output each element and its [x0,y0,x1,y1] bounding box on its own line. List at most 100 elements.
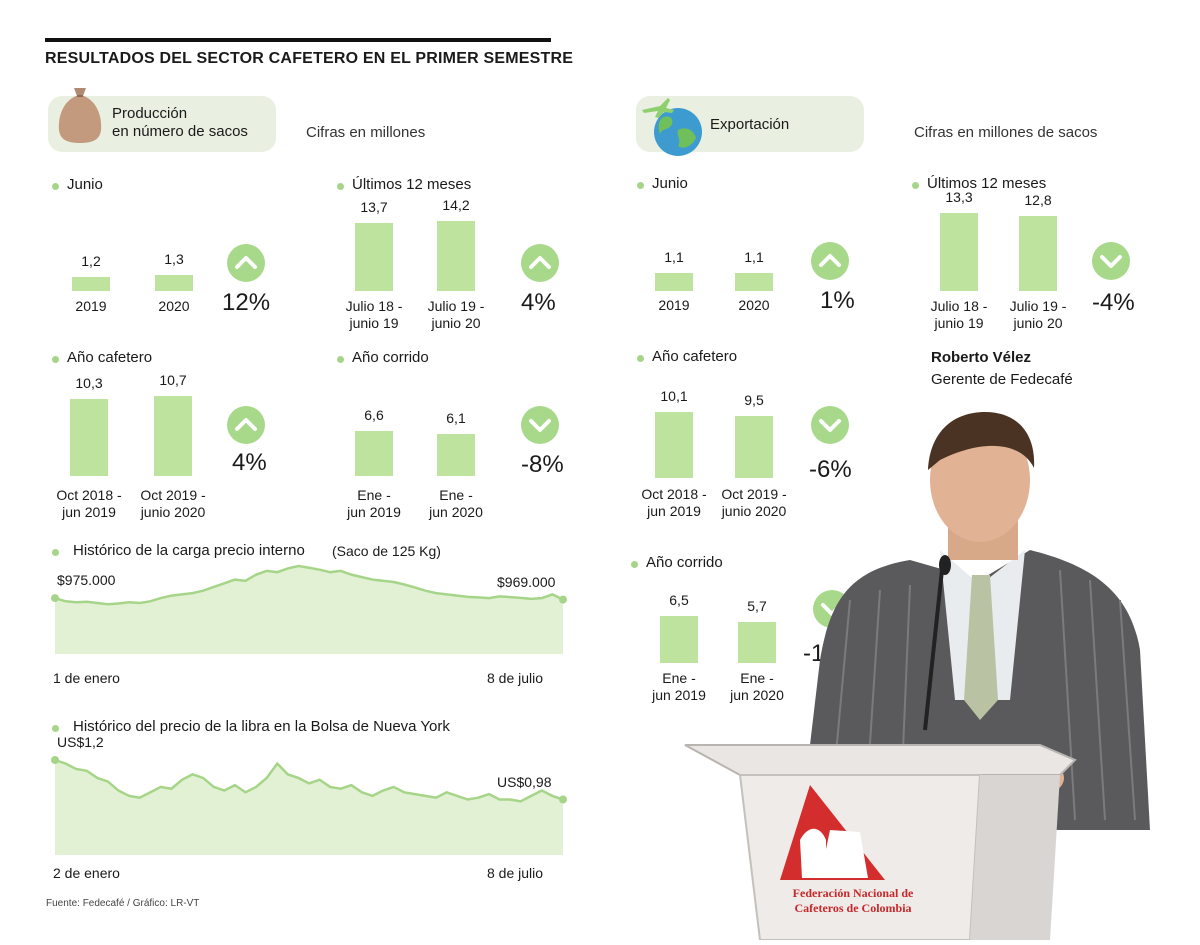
change-percent: 12% [222,289,271,316]
produccion-header-line1: Producción [112,105,188,122]
bar-value-label: 12,8 [1024,191,1052,208]
podium-logo-line2: Cafeteros de Colombia [794,901,912,915]
chevron-down-icon [521,406,559,444]
panel-title: Junio [67,176,103,193]
series-line [54,564,564,606]
panel-title: Junio [652,175,688,192]
change-percent: -8% [521,451,564,478]
chevron-up-icon [227,406,265,444]
change-percent: 4% [232,449,267,476]
x-end-label: 8 de julio [487,865,544,881]
bar [72,276,110,291]
change-percent: 4% [521,289,556,316]
end-point [559,595,567,604]
bar-value-label: 9,5 [744,391,764,408]
bar [1019,215,1057,291]
bar-value-label: 1,1 [744,249,764,265]
bar [735,415,773,478]
panel-title: Año corrido [352,349,429,366]
category-label: 2019 [75,298,107,314]
bar [355,431,393,476]
category-label: Julio 18 - junio 19 [930,298,988,331]
bar [655,273,693,291]
produccion-header-line2: en número de sacos [112,123,248,140]
change-percent: -6% [809,456,852,483]
start-value-label: $975.000 [57,572,116,589]
area-chart-title: Histórico del precio de la libra en la B… [73,718,450,735]
bullet-dot [631,561,638,568]
chevron-up-icon [227,244,265,282]
bar [655,412,693,478]
bar-value-label: 14,2 [442,197,470,213]
produccion-note: Cifras en millones [306,124,426,141]
bar [155,275,193,291]
bar-value-label: 10,7 [159,372,187,388]
chevron-up-icon [521,244,559,282]
bar-value-label: 13,3 [945,189,973,205]
change-percent: -4% [1092,289,1135,316]
bar-value-label: 6,6 [364,407,384,423]
category-label: Oct 2018 - jun 2019 [56,487,122,520]
chevron-up-icon [811,242,849,280]
category-label: 2020 [738,297,770,313]
speaker-photo [680,400,1160,941]
bullet-dot [337,356,344,363]
x-end-label: 8 de julio [487,670,544,686]
bar [660,616,698,663]
category-label: 2020 [158,298,190,314]
x-start-label: 1 de enero [53,670,120,686]
area-fill [55,760,563,855]
category-label: Julio 18 - junio 19 [345,298,403,331]
category-label: Ene - jun 2020 [730,670,784,703]
exportacion-header-text: Exportación [710,116,790,133]
exportacion-note: Cifras en millones de sacos [914,124,1098,141]
chevron-down-icon [811,406,849,444]
bullet-dot [52,356,59,363]
start-point [51,594,59,603]
x-start-label: 2 de enero [53,865,120,881]
bullet-dot [52,549,59,556]
category-label: Oct 2018 - jun 2019 [641,486,707,519]
podium-logo-line1: Federación Nacional de [792,886,914,900]
bullet-dot [912,182,919,189]
end-value-label: $969.000 [497,573,556,590]
title-rule [45,38,551,42]
bar-value-label: 10,3 [75,374,103,391]
category-label: Julio 19 - junio 20 [1009,298,1067,331]
area-chart-subtitle: (Saco de 125 Kg) [332,543,441,559]
panel-title: Año cafetero [67,349,153,366]
bar [735,273,773,291]
chevron-down-icon [1092,242,1130,280]
bar [154,396,192,476]
coffee-sack-icon [56,86,104,144]
area-chart-title: Histórico de la carga precio interno [73,542,305,559]
category-label: Julio 19 - junio 20 [427,298,485,331]
person-name: Roberto Vélez [931,349,1032,366]
bar-value-label: 1,1 [664,249,684,265]
category-label: Oct 2019 - junio 2020 [721,486,787,519]
category-label: Ene - jun 2019 [347,487,401,520]
start-point [51,756,59,764]
globe-airplane-icon [638,96,704,158]
end-point [559,795,567,804]
bullet-dot [637,182,644,189]
bar [437,221,475,291]
bar-value-label: 1,2 [81,252,101,269]
bullet-dot [52,725,59,732]
bar [738,621,776,663]
panel-title: Año cafetero [652,348,738,365]
area-fill [55,566,563,654]
person-role: Gerente de Fedecafé [931,371,1073,388]
category-label: Ene - jun 2020 [429,487,483,520]
bar-value-label: 6,5 [669,592,689,608]
bar [355,223,393,291]
bullet-dot [337,183,344,190]
start-value-label: US$1,2 [57,734,104,750]
series-line [54,758,564,803]
bar-value-label: 10,1 [660,388,688,404]
bar [437,434,475,476]
area-chart-svg [51,756,567,855]
category-label: 2019 [658,297,690,313]
bar-value-label: 13,7 [360,199,388,216]
bar [940,213,978,291]
